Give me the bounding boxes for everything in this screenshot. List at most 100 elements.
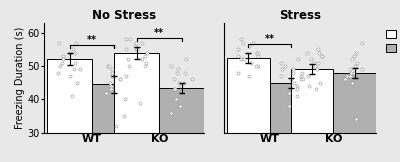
Point: [108, 88, 114, 91]
Point: [60, 58, 66, 61]
Point: [290, 68, 297, 71]
Point: [346, 75, 353, 77]
Point: [107, 81, 113, 84]
Point: [235, 48, 241, 51]
Point: [69, 95, 75, 97]
Point: [139, 41, 145, 44]
Point: [117, 78, 124, 81]
Y-axis label: Freezing Duration (s): Freezing Duration (s): [15, 27, 25, 129]
Point: [298, 78, 304, 81]
Point: [103, 92, 110, 94]
Point: [69, 48, 76, 51]
Point: [132, 45, 138, 47]
Point: [142, 65, 148, 67]
Legend: NPE, PE: NPE, PE: [384, 28, 400, 55]
Point: [109, 75, 116, 77]
Point: [176, 105, 183, 107]
Bar: [92, 84, 137, 162]
Point: [279, 68, 286, 71]
Point: [319, 55, 326, 57]
Point: [313, 88, 319, 91]
Point: [108, 71, 115, 74]
Point: [353, 51, 359, 54]
Point: [303, 51, 310, 54]
Point: [60, 55, 67, 57]
Point: [136, 102, 143, 104]
Point: [142, 61, 149, 64]
Point: [174, 71, 180, 74]
Point: [250, 41, 257, 44]
Point: [74, 81, 80, 84]
Point: [305, 75, 311, 77]
Bar: [291, 69, 334, 162]
Point: [237, 58, 244, 61]
Point: [316, 51, 322, 54]
Point: [111, 45, 118, 47]
Point: [176, 81, 182, 84]
Text: **: **: [154, 28, 164, 38]
Point: [316, 81, 323, 84]
Point: [293, 85, 300, 87]
Point: [188, 78, 195, 81]
Point: [254, 65, 261, 67]
Point: [105, 65, 112, 67]
Point: [171, 88, 178, 91]
Point: [238, 38, 244, 41]
Point: [72, 51, 78, 54]
Point: [348, 58, 355, 61]
Point: [351, 71, 358, 74]
Point: [168, 65, 175, 67]
Point: [117, 78, 124, 81]
Point: [57, 65, 64, 67]
Point: [240, 41, 246, 44]
Point: [67, 75, 73, 77]
Point: [254, 51, 260, 54]
Bar: [334, 73, 376, 162]
Point: [353, 61, 360, 64]
Point: [112, 125, 119, 127]
Point: [76, 68, 83, 71]
Point: [142, 55, 148, 57]
Point: [254, 51, 260, 54]
Bar: [159, 88, 204, 162]
Point: [290, 71, 297, 74]
Point: [255, 55, 261, 57]
Point: [126, 38, 133, 41]
Point: [235, 55, 242, 57]
Point: [66, 51, 73, 54]
Point: [312, 65, 318, 67]
Point: [123, 48, 129, 51]
Point: [70, 68, 77, 71]
Point: [282, 65, 288, 67]
Point: [348, 71, 355, 74]
Point: [294, 95, 300, 97]
Point: [350, 55, 357, 57]
Point: [300, 78, 306, 81]
Point: [122, 98, 128, 101]
Point: [172, 88, 178, 91]
Point: [315, 48, 321, 51]
Point: [175, 68, 181, 71]
Point: [133, 41, 139, 44]
Point: [346, 68, 353, 71]
Point: [299, 71, 306, 74]
Point: [240, 58, 247, 61]
Title: Stress: Stress: [279, 9, 321, 22]
Point: [246, 45, 252, 47]
Point: [234, 71, 241, 74]
Point: [315, 61, 321, 64]
Text: **: **: [87, 35, 97, 45]
Point: [349, 81, 356, 84]
Point: [314, 68, 320, 71]
Point: [288, 78, 294, 81]
Point: [144, 51, 150, 54]
Point: [173, 98, 179, 101]
Point: [122, 75, 129, 77]
Title: No Stress: No Stress: [92, 9, 156, 22]
Bar: [270, 83, 312, 162]
Point: [108, 85, 114, 87]
Point: [306, 85, 313, 87]
Point: [358, 68, 365, 71]
Point: [139, 58, 145, 61]
Bar: [47, 59, 92, 162]
